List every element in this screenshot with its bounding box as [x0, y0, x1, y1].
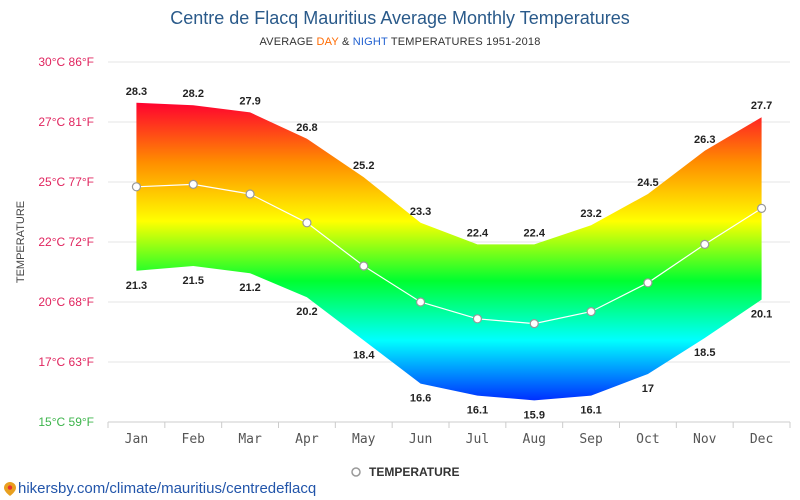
- y-axis: 30°C 86°F 27°C 81°F 25°C 77°F 22°C 72°F 20°C…: [38, 55, 94, 429]
- x-tick-label: May: [352, 432, 376, 447]
- x-tick-label: Dec: [750, 432, 773, 447]
- x-tick-label: Sep: [579, 432, 603, 447]
- chart-title: Centre de Flacq Mauritius Average Monthl…: [170, 8, 630, 28]
- day-value-label: 26.3: [694, 134, 715, 146]
- night-value-label: 16.1: [467, 405, 488, 417]
- day-value-label: 23.2: [580, 208, 601, 220]
- y-tick-label: 30°C 86°F: [38, 55, 94, 69]
- y-axis-title: TEMPERATURE: [15, 201, 27, 283]
- data-labels: 28.3 28.2 27.9 26.8 25.2 23.3 22.4 22.4 23.2 24.5…: [126, 86, 773, 422]
- x-tick-label: Nov: [693, 432, 717, 447]
- y-tick-label: 17°C 63°F: [38, 355, 94, 369]
- x-tick-label: Oct: [636, 432, 659, 447]
- subtitle-prefix: AVERAGE: [259, 36, 317, 48]
- mean-temperature-point[interactable]: [756, 203, 767, 213]
- mean-temperature-point[interactable]: [415, 297, 426, 307]
- day-value-label: 25.2: [353, 160, 374, 172]
- night-value-label: 17: [642, 383, 654, 395]
- day-value-label: 28.2: [183, 88, 204, 100]
- x-tick-label: Aug: [523, 432, 546, 447]
- temperature-band: [136, 102, 762, 401]
- legend-marker: [351, 467, 361, 477]
- day-value-label: 28.3: [126, 86, 147, 98]
- night-value-label: 21.5: [183, 275, 204, 287]
- mean-temperature-point[interactable]: [188, 179, 198, 189]
- legend[interactable]: TEMPERATURE: [351, 465, 459, 479]
- x-tick-label: Jan: [125, 432, 148, 447]
- subtitle-mid: &: [338, 36, 353, 48]
- mean-temperature-point[interactable]: [586, 307, 596, 317]
- source-link-text[interactable]: hikersby.com/climate/mauritius/centredef…: [18, 480, 317, 497]
- mean-temperature-point[interactable]: [359, 261, 369, 271]
- night-value-label: 21.3: [126, 280, 147, 292]
- x-tick-label: Jul: [466, 432, 489, 447]
- map-pin-icon: [4, 481, 16, 496]
- chart-subtitle: AVERAGE DAY & NIGHT TEMPERATURES 1951-20…: [0, 36, 800, 48]
- day-value-label: 24.5: [637, 177, 658, 189]
- x-tick-label: Mar: [238, 432, 262, 447]
- night-value-label: 18.4: [353, 349, 375, 361]
- day-night-range-area: [136, 102, 762, 401]
- subtitle-suffix: TEMPERATURES 1951-2018: [387, 36, 541, 48]
- x-tick-label: Jun: [409, 432, 432, 447]
- x-tick-label: Feb: [182, 432, 206, 447]
- x-tick-label: Apr: [295, 432, 319, 447]
- day-value-label: 23.3: [410, 206, 431, 218]
- source-link[interactable]: hikersby.com/climate/mauritius/centredef…: [4, 480, 316, 497]
- subtitle-night: NIGHT: [352, 36, 388, 48]
- mean-temperature-point[interactable]: [700, 239, 710, 249]
- mean-temperature-point[interactable]: [131, 182, 142, 192]
- night-value-label: 18.5: [694, 347, 715, 359]
- y-tick-label: 20°C 68°F: [38, 295, 94, 309]
- mean-temperature-point[interactable]: [302, 218, 312, 228]
- mean-temperature-point[interactable]: [472, 314, 483, 324]
- night-value-label: 16.1: [580, 405, 601, 417]
- night-value-label: 20.1: [751, 309, 772, 321]
- mean-temperature-series: [131, 179, 767, 329]
- y-tick-label: 22°C 72°F: [38, 235, 94, 249]
- subtitle-day: DAY: [316, 36, 339, 48]
- night-value-label: 15.9: [524, 409, 545, 421]
- mean-temperature-point[interactable]: [245, 189, 255, 199]
- mean-temperature-point[interactable]: [529, 319, 539, 329]
- day-value-label: 26.8: [296, 122, 317, 134]
- x-axis: Jan Feb Mar Apr May Jun Jul Aug Sep Oct Nov Dec: [107, 422, 791, 447]
- day-value-label: 27.9: [239, 95, 260, 107]
- mean-temperature-line: [136, 183, 762, 325]
- day-value-label: 22.4: [524, 227, 546, 239]
- y-tick-label: 15°C 59°F: [38, 415, 94, 429]
- day-value-label: 27.7: [751, 100, 772, 112]
- mean-temperature-point[interactable]: [643, 278, 653, 288]
- day-value-label: 22.4: [467, 227, 489, 239]
- night-value-label: 21.2: [239, 282, 260, 294]
- night-value-label: 16.6: [410, 393, 431, 405]
- legend-label: TEMPERATURE: [369, 465, 459, 479]
- night-value-label: 20.2: [296, 306, 317, 318]
- y-tick-label: 27°C 81°F: [38, 115, 94, 129]
- y-tick-label: 25°C 77°F: [38, 175, 94, 189]
